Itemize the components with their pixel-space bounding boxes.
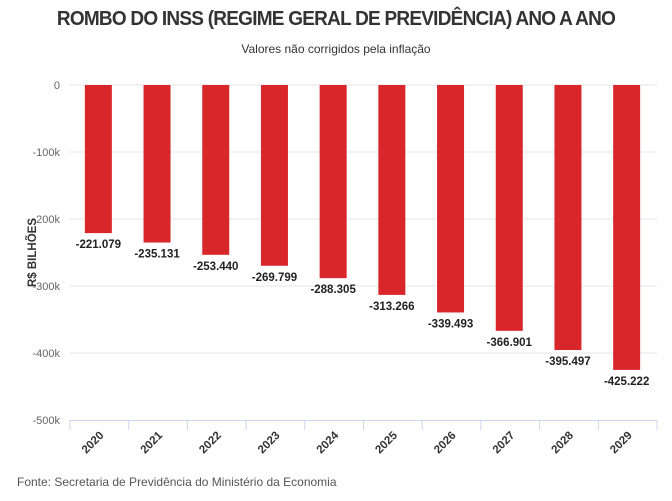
x-tick-label: 2025	[373, 429, 400, 456]
y-tick-label: 0	[54, 80, 60, 92]
chart-subtitle: Valores não corrigidos pela inflação	[241, 42, 431, 56]
bar-2020	[84, 85, 112, 234]
y-tick-label: -400k	[32, 348, 60, 360]
x-tick-label: 2028	[549, 429, 576, 456]
bar-2025	[378, 85, 406, 295]
bar-2023	[260, 85, 288, 266]
data-label: -366.901	[487, 337, 533, 349]
y-tick-label: -500k	[32, 415, 60, 427]
chart-title: ROMBO DO INSS (REGIME GERAL DE PREVIDÊNC…	[56, 8, 616, 30]
x-tick-label: 2024	[315, 429, 342, 456]
data-label: -425.222	[604, 376, 649, 388]
data-label: -253.440	[193, 261, 238, 273]
data-label: -395.497	[545, 356, 590, 368]
x-tick-label: 2027	[491, 430, 518, 457]
bar-2028	[554, 85, 582, 350]
x-tick-label: 2020	[80, 430, 107, 457]
x-tick-label: 2021	[139, 429, 166, 456]
x-tick-label: 2022	[197, 430, 224, 457]
data-label: -269.799	[252, 272, 297, 284]
y-tick-label: -100k	[32, 147, 60, 159]
bar-2027	[495, 85, 523, 331]
y-axis-title: R$ BILHÕES	[26, 218, 39, 287]
bar-2026	[437, 85, 465, 313]
bar-2022	[202, 85, 230, 255]
data-label: -235.131	[134, 249, 180, 261]
data-label: -288.305	[310, 284, 356, 296]
x-tick-label: 2026	[432, 430, 459, 457]
y-tick-label: -300k	[32, 281, 60, 293]
bar-2024	[319, 85, 347, 279]
bar-2021	[143, 85, 171, 243]
x-tick-label: 2029	[608, 430, 635, 457]
data-label: -221.079	[76, 239, 121, 251]
bar-2029	[613, 85, 641, 370]
y-tick-label: -200k	[32, 214, 60, 226]
source-note: Fonte: Secretaria de Previdência do Mini…	[17, 475, 337, 489]
data-label: -313.266	[369, 301, 414, 313]
x-tick-label: 2023	[256, 430, 283, 457]
data-label: -339.493	[428, 318, 473, 330]
